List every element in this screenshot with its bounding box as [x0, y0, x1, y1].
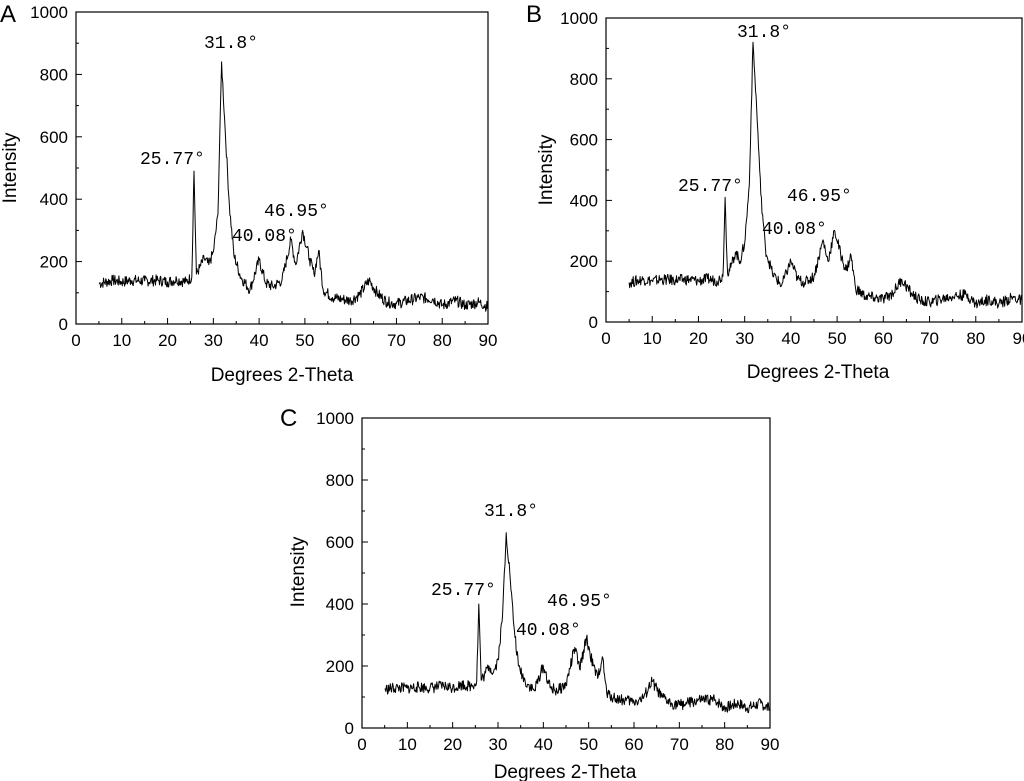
x-ticks: 0 10 20 30 40 50 60 70 80 90	[357, 722, 779, 754]
y-axis-label: Intensity	[288, 536, 309, 607]
x-axis-label: Degrees 2-Theta	[494, 762, 637, 781]
y-tick-label: 400	[326, 595, 354, 614]
x-tick-label: 60	[625, 735, 644, 754]
x-tick-label: 30	[735, 329, 754, 348]
peak-label-46-95: 46.95°	[547, 592, 612, 612]
x-tick-label: 50	[295, 331, 314, 350]
series-layer	[98, 61, 489, 312]
x-axis-label: Degrees 2-Theta	[211, 365, 354, 386]
y-tick-label: 0	[345, 719, 354, 738]
peak-label-25-77: 25.77°	[678, 177, 743, 197]
x-tick-label: 0	[601, 329, 610, 348]
y-tick-label: 0	[59, 315, 68, 334]
x-tick-label: 50	[828, 329, 847, 348]
peak-label-25-77: 25.77°	[431, 581, 496, 601]
peak-annotations: 25.77° 31.8° 40.08° 46.95°	[678, 23, 852, 240]
x-tick-label: 20	[689, 329, 708, 348]
x-tick-label: 80	[433, 331, 452, 350]
y-tick-label: 200	[326, 657, 354, 676]
xrd-series-line	[98, 61, 489, 312]
peak-annotations: 25.77° 31.8° 40.08° 46.95°	[140, 34, 329, 247]
x-axis-label: Degrees 2-Theta	[747, 362, 890, 383]
y-axis-label: Intensity	[536, 134, 557, 205]
panel-a: A 0 10 20 30 40 50 60 70 80 90 02004006008001000 …	[0, 1, 497, 386]
y-tick-label: 200	[570, 252, 598, 271]
peak-label-31-8: 31.8°	[737, 23, 791, 43]
series-layer	[384, 532, 771, 714]
peak-label-31-8: 31.8°	[484, 502, 538, 522]
x-tick-label: 70	[387, 331, 406, 350]
x-ticks: 0 10 20 30 40 50 60 70 80 90	[601, 316, 1024, 348]
x-tick-label: 30	[489, 735, 508, 754]
peak-label-46-95: 46.95°	[787, 187, 852, 207]
x-tick-label: 50	[579, 735, 598, 754]
x-tick-label: 30	[204, 331, 223, 350]
x-tick-label: 40	[534, 735, 553, 754]
x-tick-label: 60	[341, 331, 360, 350]
peak-label-40-08: 40.08°	[232, 227, 297, 247]
plot-frame	[361, 417, 771, 729]
peak-label-25-77: 25.77°	[140, 150, 205, 170]
y-ticks: 0 200 400 600 800 1000	[316, 409, 368, 738]
y-tick-label: 600	[40, 128, 68, 147]
x-tick-label: 70	[670, 735, 689, 754]
x-tick-label: 90	[1013, 329, 1024, 348]
x-tick-label: 90	[479, 331, 498, 350]
x-tick-label: 0	[357, 735, 366, 754]
x-tick-label: 20	[443, 735, 462, 754]
y-tick-label: 200	[40, 253, 68, 272]
y-tick-label: 1000	[316, 409, 354, 428]
y-tick-label: 400	[40, 190, 68, 209]
x-tick-label: 10	[112, 331, 131, 350]
x-tick-label: 10	[643, 329, 662, 348]
y-tick-label: 800	[326, 471, 354, 490]
x-tick-label: 40	[781, 329, 800, 348]
x-tick-label: 90	[761, 735, 780, 754]
x-tick-label: 0	[71, 331, 80, 350]
series-layer	[628, 41, 1023, 309]
xrd-series-line	[384, 532, 771, 714]
y-tick-label: 1000	[30, 3, 68, 22]
peak-label-40-08: 40.08°	[762, 220, 827, 240]
x-tick-label: 10	[398, 735, 417, 754]
peak-annotations: 25.77° 31.8° 40.08° 46.95°	[431, 502, 612, 641]
y-axis-label: Intensity	[0, 132, 21, 203]
peak-label-46-95: 46.95°	[264, 202, 329, 222]
x-tick-label: 80	[966, 329, 985, 348]
y-tick-label: 1000	[560, 9, 598, 28]
panel-label-b: B	[526, 1, 542, 28]
y-tick-label: 800	[40, 65, 68, 84]
panel-label-c: C	[280, 405, 297, 432]
panel-label-a: A	[0, 1, 16, 28]
peak-label-40-08: 40.08°	[516, 621, 581, 641]
x-tick-label: 80	[715, 735, 734, 754]
x-ticks: 0 10 20 30 40 50 60 70 80 90	[71, 318, 497, 350]
x-tick-label: 40	[250, 331, 269, 350]
xrd-series-line	[628, 41, 1023, 309]
y-ticks: 0 200 400 600 800 1000	[30, 3, 82, 334]
y-tick-label: 600	[326, 533, 354, 552]
y-tick-label: 400	[570, 191, 598, 210]
peak-label-31-8: 31.8°	[204, 34, 258, 54]
y-ticks: 0 200 400 600 800 1000	[560, 9, 612, 332]
x-tick-label: 70	[920, 329, 939, 348]
y-tick-label: 0	[589, 313, 598, 332]
panel-c: C 0 10 20 30 40 50 60 70 80 90 02004006008001000 …	[280, 405, 779, 781]
x-tick-label: 20	[158, 331, 177, 350]
y-tick-label: 800	[570, 70, 598, 89]
y-tick-label: 600	[570, 131, 598, 150]
x-tick-label: 60	[874, 329, 893, 348]
